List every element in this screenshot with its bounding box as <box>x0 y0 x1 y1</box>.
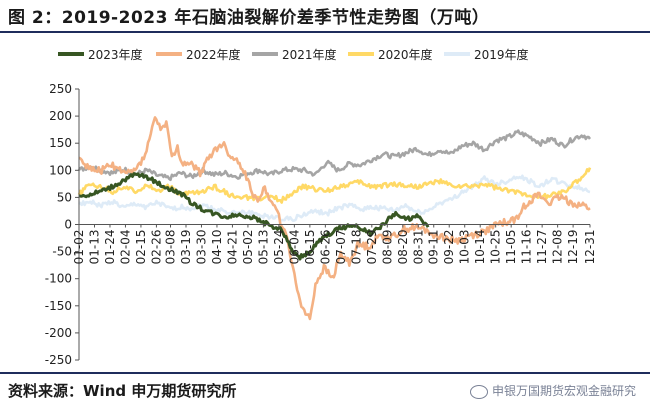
y-tick-label: 0 <box>64 218 72 232</box>
x-tick-label: 01-24 <box>103 230 117 265</box>
x-tick-label: 12-08 <box>551 230 565 265</box>
x-tick-label: 06-04 <box>287 230 301 265</box>
page-title: 图 2：2019-2023 年石脑油裂解价差季节性走势图（万吨） <box>8 3 489 28</box>
top-rule <box>0 31 650 33</box>
x-tick-label: 05-13 <box>256 230 270 265</box>
x-tick-label: 06-15 <box>303 230 317 265</box>
title-bar: 图 2：2019-2023 年石脑油裂解价差季节性走势图（万吨） <box>0 0 650 30</box>
series-line-2021 <box>79 131 590 180</box>
y-tick-label: 50 <box>57 190 72 204</box>
x-tick-label: 02-04 <box>118 230 132 265</box>
y-tick-label: 100 <box>49 163 72 177</box>
legend-label-2023: 2023年度 <box>88 47 143 62</box>
y-tick-label: -150 <box>45 299 72 313</box>
x-tick-label: 09-11 <box>427 230 441 265</box>
x-tick-label: 03-30 <box>194 230 208 265</box>
x-tick-label: 10-25 <box>489 230 503 265</box>
y-tick-label: -250 <box>45 353 72 367</box>
series-line-2022 <box>79 117 590 319</box>
legend-label-2020: 2020年度 <box>378 47 433 62</box>
x-tick-label: 03-19 <box>179 230 193 265</box>
x-tick-label: 01-13 <box>87 230 101 265</box>
source-note: 资料来源：Wind 申万期货研究所 <box>8 380 236 401</box>
x-tick-label: 03-08 <box>164 230 178 265</box>
x-tick-label: 02-15 <box>134 230 148 265</box>
x-tick-label: 12-19 <box>566 230 580 265</box>
x-tick-label: 11-16 <box>520 230 534 265</box>
x-tick-label: 06-26 <box>318 230 332 265</box>
y-tick-label: -100 <box>45 272 72 286</box>
seasonal-spread-chart: 2023年度 2022年度 2021年度 2020年度 2019年度 -250 -200 -… <box>0 34 650 372</box>
x-tick-label: 12-31 <box>583 230 597 265</box>
legend-label-2021: 2021年度 <box>282 47 337 62</box>
x-tick-label: 05-24 <box>272 230 286 265</box>
x-tick-label: 07-18 <box>349 230 363 265</box>
legend-label-2022: 2022年度 <box>186 47 241 62</box>
y-tick-label: -200 <box>45 326 72 340</box>
watermark: 申银万国期货宏观金融研究 <box>470 382 636 399</box>
y-tick-label: 150 <box>49 136 72 150</box>
x-tick-label: 02-26 <box>149 230 163 265</box>
series-layer <box>79 117 590 319</box>
x-tick-label: 05-02 <box>241 229 255 264</box>
x-tick-label: 04-21 <box>225 230 239 265</box>
y-tick-label: 200 <box>49 109 72 123</box>
x-tick-label: 09-22 <box>442 230 456 265</box>
y-tick-label: 250 <box>49 82 72 96</box>
bottom-rule <box>0 372 650 374</box>
x-tick-label: 01-02 <box>72 230 86 265</box>
x-tick-label: 10-14 <box>473 230 487 265</box>
x-tick-label: 08-20 <box>396 230 410 265</box>
x-tick-label: 10-03 <box>458 230 472 265</box>
y-tick-label: -50 <box>52 245 72 259</box>
wechat-icon <box>470 385 488 399</box>
watermark-text: 申银万国期货宏观金融研究 <box>492 384 636 398</box>
x-tick-label: 07-29 <box>365 230 379 265</box>
x-tick-label: 08-09 <box>380 230 394 265</box>
legend-label-2019: 2019年度 <box>474 47 529 62</box>
x-tick-label: 04-10 <box>210 230 224 265</box>
legend: 2023年度 2022年度 2021年度 2020年度 2019年度 <box>58 47 529 62</box>
x-tick-label: 08-31 <box>411 230 425 265</box>
x-tick-label: 11-27 <box>535 230 549 265</box>
x-tick-label: 11-05 <box>504 230 518 265</box>
x-tick-label: 07-07 <box>334 230 348 265</box>
